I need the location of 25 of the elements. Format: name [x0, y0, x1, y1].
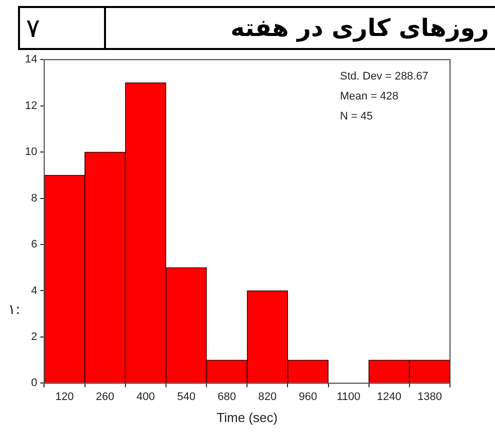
- chart-title: روزهای کاری در هفته: [230, 13, 490, 44]
- chart-subtitle: ٧: [20, 8, 106, 48]
- x-tick-label: 680: [218, 390, 236, 403]
- y-tick-label: 2: [31, 331, 38, 344]
- annotation: Std. Dev = 288.67: [340, 70, 428, 83]
- y-tick-label: 8: [31, 192, 38, 204]
- x-axis-title: Time (sec): [216, 410, 278, 425]
- annotation: N = 45: [340, 110, 373, 123]
- x-tick-label: 120: [55, 390, 74, 403]
- x-tick-label: 540: [177, 390, 196, 403]
- x-tick-label: 400: [136, 390, 155, 403]
- y-tick-label: 14: [24, 54, 38, 66]
- x-tick-label: 820: [258, 390, 277, 403]
- x-tick-label: 960: [298, 390, 318, 403]
- x-tick-label: 260: [96, 390, 114, 403]
- x-tick-label: 1100: [336, 390, 360, 403]
- y-tick-label: 10: [24, 146, 38, 158]
- y-tick-label: 12: [24, 100, 38, 112]
- y-tick-label: 6: [31, 238, 38, 251]
- annotation: Mean = 428: [340, 90, 398, 103]
- x-tick-label: 1380: [417, 390, 442, 403]
- y-tick-label: 0: [31, 377, 38, 390]
- x-tick-label: 1240: [376, 390, 402, 403]
- text: ١:: [8, 302, 20, 318]
- y-tick-label: 4: [31, 284, 38, 297]
